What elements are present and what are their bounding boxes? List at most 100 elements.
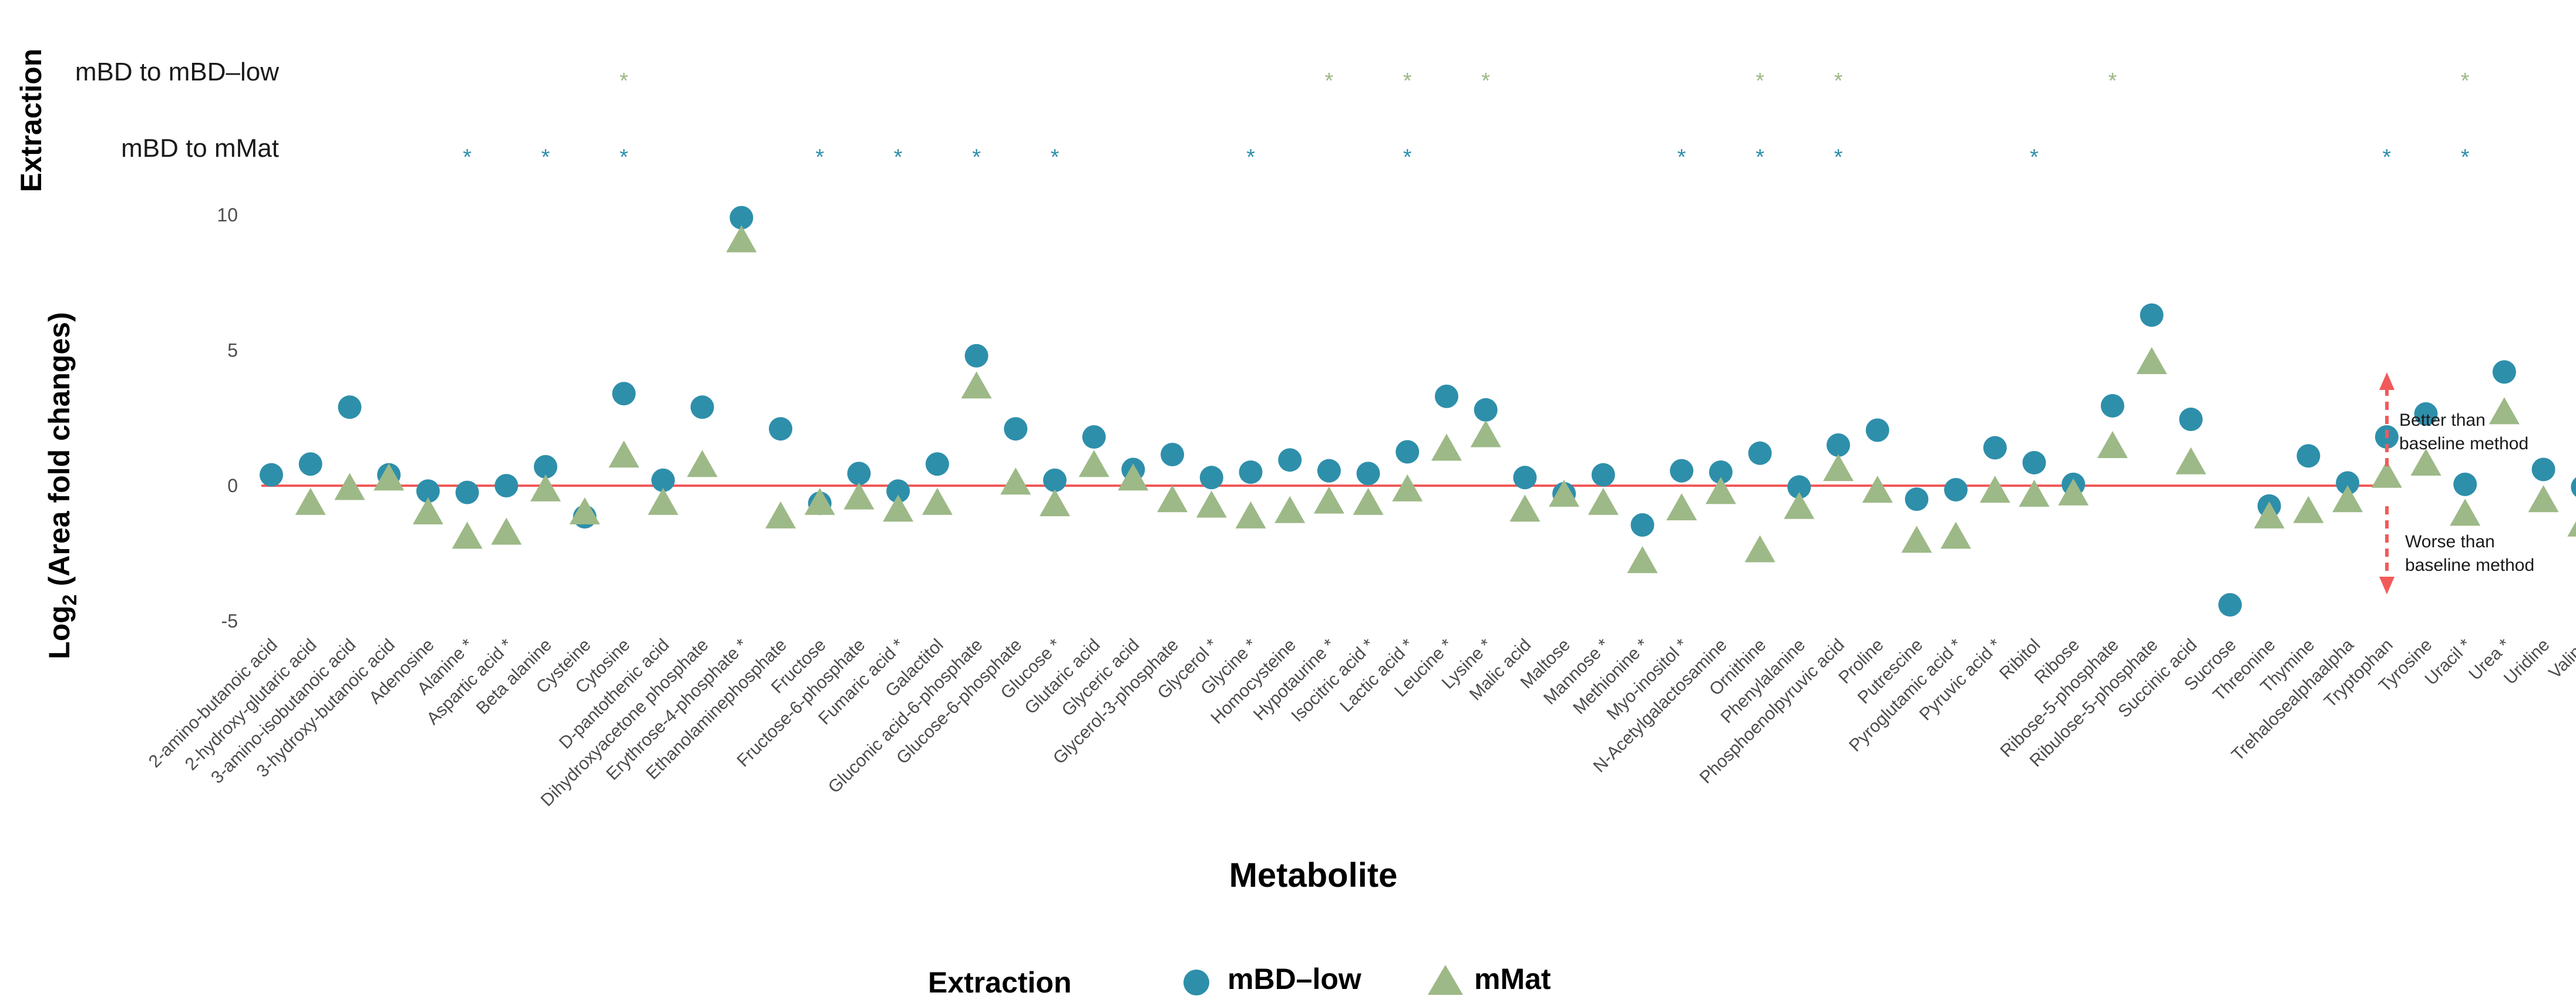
point-mmat: [2019, 479, 2050, 507]
point-mmat: [2567, 521, 2576, 537]
point-mbd-low: [2218, 593, 2242, 617]
point-mmat: [334, 473, 365, 500]
point-mbd-low: [533, 455, 557, 479]
better-label-line2: baseline method: [2399, 434, 2528, 453]
point-mmat: [1784, 492, 1815, 519]
significance-star: *: [972, 145, 981, 170]
point-mmat: [452, 521, 483, 549]
point-mmat: [1588, 487, 1619, 515]
point-mmat: [1392, 474, 1423, 502]
point-mbd-low: [2336, 471, 2360, 495]
y-axis-title: Log2 (Area fold changes): [43, 312, 81, 659]
point-mmat: [1705, 477, 1736, 504]
point-mbd-low: [1161, 442, 1185, 466]
y-tick-label: 0: [227, 475, 238, 496]
point-mmat: [1353, 487, 1384, 515]
point-mbd-low: [1748, 441, 1772, 465]
legend-marker-mbd-low: [1183, 970, 1209, 995]
point-mbd-low: [416, 479, 440, 503]
point-mbd-low: [1199, 466, 1223, 490]
point-mbd-low: [1709, 460, 1733, 484]
point-mmat: [608, 440, 640, 468]
significance-star: *: [620, 69, 628, 93]
significance-star: *: [1325, 69, 1334, 93]
point-mbd-low: [2453, 472, 2477, 496]
point-mmat: [412, 497, 443, 524]
point-mmat: [2293, 496, 2324, 523]
point-mbd-low: [1865, 418, 1889, 442]
point-mbd-low: [1827, 433, 1850, 457]
point-mmat: [2488, 397, 2520, 425]
point-mbd-low: [1317, 459, 1341, 483]
point-mmat: [2097, 430, 2128, 458]
significance-star: *: [2461, 69, 2470, 93]
significance-star: *: [1051, 145, 1060, 170]
point-mmat: [1549, 479, 1580, 507]
point-mmat: [922, 487, 953, 515]
legend-label-mmat: mMat: [1474, 963, 1551, 995]
point-mbd-low: [2571, 477, 2576, 497]
point-mbd-low: [1905, 487, 1929, 512]
point-mbd-low: [1474, 398, 1498, 422]
point-mmat: [1470, 420, 1501, 448]
point-mbd-low: [964, 344, 988, 368]
point-mbd-low: [1395, 440, 1420, 464]
point-mbd-low: [495, 474, 519, 497]
point-mmat: [1627, 546, 1658, 573]
significance-star: *: [1403, 69, 1412, 93]
significance-star: *: [2382, 145, 2391, 170]
point-mmat: [2410, 448, 2442, 476]
point-mmat: [804, 487, 835, 515]
significance-star: *: [815, 145, 824, 170]
point-mmat: [883, 494, 914, 522]
point-mbd-low: [2140, 303, 2164, 327]
point-mbd-low: [2414, 402, 2438, 426]
data-points: [260, 206, 2576, 617]
worse-arrow-head: [2379, 577, 2395, 594]
significance-star: *: [1403, 145, 1412, 170]
point-mmat: [1118, 463, 1149, 491]
point-mbd-low: [1239, 460, 1263, 484]
point-mmat: [2254, 501, 2285, 529]
significance-panel: Extraction mBD to mBD–low * * * * * * * * mBD to m…: [15, 49, 2470, 193]
point-mbd-low: [847, 462, 871, 486]
point-mbd-low: [1356, 462, 1380, 486]
significance-star: *: [1756, 69, 1764, 93]
point-mbd-low: [1004, 417, 1028, 441]
point-mbd-low: [886, 479, 910, 503]
significance-star: *: [1481, 69, 1490, 93]
point-mmat: [1274, 496, 1306, 523]
point-mmat: [2450, 499, 2481, 526]
point-mmat: [1901, 526, 1932, 553]
significance-star: *: [542, 145, 550, 170]
point-mbd-low: [651, 468, 675, 492]
point-mbd-low: [690, 395, 714, 419]
point-mmat: [2332, 485, 2363, 513]
point-mmat: [1744, 535, 1775, 563]
annotations: Better than baseline method Worse than base…: [2379, 372, 2534, 594]
point-mmat: [491, 517, 522, 545]
point-mbd-low: [2022, 450, 2046, 475]
y-tick-label: -5: [221, 611, 238, 632]
point-mmat: [295, 487, 326, 515]
point-mmat: [1078, 450, 1109, 477]
point-mmat: [2371, 460, 2402, 488]
point-mbd-low: [1630, 513, 1654, 537]
point-mmat: [1040, 489, 1070, 517]
point-mmat: [1509, 494, 1541, 522]
point-mmat: [1862, 476, 1893, 503]
legend-label-mbd-low: mBD–low: [1228, 963, 1361, 995]
y-tick-label: 5: [227, 340, 238, 361]
point-mbd-low: [2100, 394, 2124, 418]
legend: Extraction mBD–low mMat: [928, 963, 1551, 999]
point-mbd-low: [2531, 457, 2555, 482]
point-mbd-low: [1043, 468, 1067, 492]
point-mmat: [1431, 433, 1462, 461]
point-mmat: [2528, 485, 2559, 513]
significance-star: *: [2108, 69, 2117, 93]
significance-row-label: mBD to mMat: [121, 134, 279, 163]
point-mmat: [1979, 476, 2010, 503]
point-mbd-low: [1278, 448, 1302, 472]
